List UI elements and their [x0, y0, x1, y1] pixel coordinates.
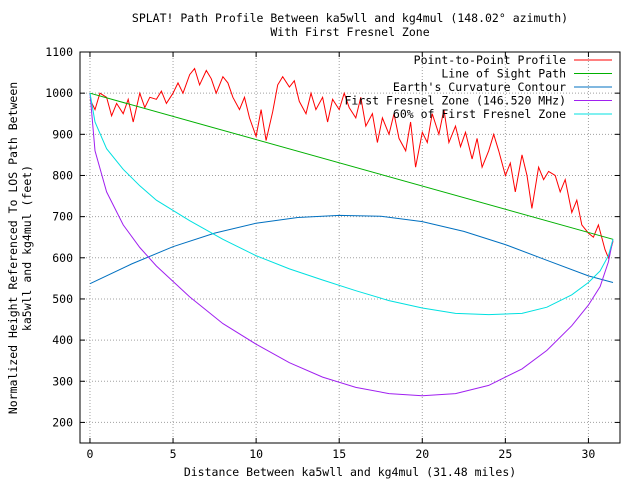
x-tick-label: 25: [498, 447, 512, 461]
legend-entry-label: Earth's Curvature Contour: [393, 80, 566, 94]
series-line-4: [89, 93, 614, 316]
chart-title: SPLAT! Path Profile Between ka5wll and k…: [132, 11, 568, 25]
x-axis-ticks: 0 5 10 15 20 25 30: [87, 52, 596, 461]
series-line-0: [89, 67, 614, 260]
y-tick-label: 900: [52, 127, 73, 141]
legend-entry-label: 60% of First Fresnel Zone: [393, 107, 566, 121]
plot-frame: [79, 51, 621, 444]
chart-subtitle: With First Fresnel Zone: [270, 25, 429, 39]
y-axis-ticks: 200 300 400 500 600 700 800 900 1000 1100: [45, 45, 620, 429]
y-tick-label: 300: [52, 374, 73, 388]
x-tick-label: 10: [249, 447, 263, 461]
y-tick-label: 1000: [45, 86, 73, 100]
series-line-1: [89, 92, 614, 240]
y-tick-label: 800: [52, 168, 73, 182]
x-tick-label: 5: [170, 447, 177, 461]
y-axis-label-line1: Normalized Height Referenced To LOS Path…: [6, 82, 20, 414]
y-tick-label: 1100: [45, 45, 73, 59]
x-tick-label: 0: [87, 447, 94, 461]
legend-entry-label: First Fresnel Zone (146.520 MHz): [344, 94, 566, 108]
legend-entry-label: Line of Sight Path: [441, 67, 566, 81]
x-tick-label: 30: [582, 447, 596, 461]
series-line-3: [89, 93, 614, 397]
series-line-2: [89, 214, 614, 285]
y-tick-label: 500: [52, 292, 73, 306]
x-axis-label: Distance Between ka5wll and kg4mul (31.4…: [184, 465, 516, 479]
y-tick-label: 600: [52, 251, 73, 265]
series-lines: [89, 67, 614, 397]
y-tick-label: 700: [52, 210, 73, 224]
y-tick-label: 200: [52, 415, 73, 429]
legend-entry-label: Point-to-Point Profile: [414, 53, 566, 67]
y-axis-label-line2: ka5wll and kg4mul (feet): [20, 165, 34, 331]
y-tick-label: 400: [52, 333, 73, 347]
x-tick-label: 15: [332, 447, 346, 461]
x-tick-label: 20: [415, 447, 429, 461]
